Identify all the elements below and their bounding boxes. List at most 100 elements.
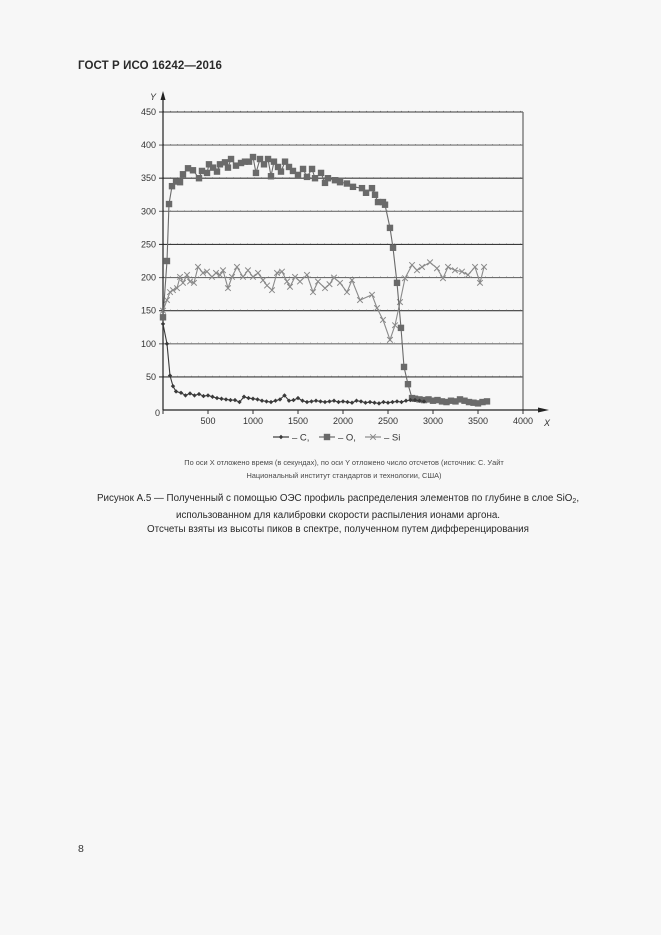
- square-marker-icon: [163, 257, 171, 265]
- x-tick-label: 500: [200, 416, 215, 426]
- square-marker-icon: [198, 167, 206, 175]
- x-marker-icon: [303, 271, 311, 279]
- y-axis-arrow-icon: [160, 91, 166, 100]
- diamond-marker-icon: [210, 394, 215, 399]
- diamond-marker-icon: [205, 393, 211, 398]
- x-marker-icon: [176, 273, 184, 281]
- document-header: ГОСТ Р ИСО 16242—2016: [78, 60, 223, 72]
- diamond-marker-icon: [421, 399, 427, 404]
- series-line: [162, 261, 485, 342]
- x-marker-icon: [326, 281, 333, 288]
- diamond-marker-icon: [304, 399, 310, 405]
- diamond-marker-icon: [363, 400, 368, 405]
- x-marker-icon: [439, 275, 447, 282]
- diamond-marker-icon: [358, 399, 364, 404]
- diamond-marker-icon: [268, 399, 274, 405]
- x-marker-icon: [183, 271, 191, 279]
- x-marker-icon: [413, 267, 421, 274]
- diamond-marker-icon: [228, 397, 233, 403]
- square-marker-icon: [221, 159, 229, 166]
- series-line: [162, 323, 425, 404]
- square-marker-icon: [176, 178, 184, 186]
- square-marker-icon: [429, 397, 437, 404]
- x-marker-icon: [343, 288, 351, 296]
- y-tick-label: 300: [141, 206, 156, 216]
- x-marker-icon: [283, 278, 291, 285]
- square-marker-icon: [264, 155, 272, 163]
- square-marker-icon: [386, 224, 394, 232]
- x-marker-icon: [330, 274, 338, 281]
- x-marker-icon: [476, 279, 484, 287]
- x-marker-icon: [458, 268, 466, 275]
- square-marker-icon: [165, 200, 173, 208]
- square-marker-icon: [241, 158, 249, 165]
- diamond-marker-icon: [170, 383, 176, 389]
- x-marker-icon: [418, 263, 426, 271]
- square-marker-icon: [184, 165, 192, 172]
- square-marker-icon: [461, 397, 468, 404]
- square-marker-icon: [237, 159, 245, 167]
- x-marker-icon: [179, 279, 187, 287]
- x-marker-icon: [190, 279, 198, 287]
- square-marker-icon: [179, 171, 187, 178]
- x-marker-icon: [369, 433, 377, 441]
- x-tick-label: 2500: [378, 416, 398, 426]
- figure-note-line-1: По оси X отложено время (в секундах), по…: [184, 458, 504, 467]
- square-marker-icon: [159, 314, 167, 321]
- x-marker-icon: [239, 273, 247, 281]
- square-marker-icon: [203, 169, 211, 177]
- diamond-marker-icon: [408, 397, 413, 403]
- chart-axes: Y X: [150, 91, 551, 428]
- y-tick-label: 250: [141, 239, 156, 249]
- y-tick-label: 50: [146, 372, 156, 382]
- x-axis-arrow-icon: [538, 407, 549, 413]
- legend-label: – Si: [384, 433, 400, 444]
- legend-label: – C,: [292, 433, 309, 444]
- y-tick-label: 400: [141, 140, 156, 150]
- x-tick-label: 3000: [423, 416, 443, 426]
- diamond-marker-icon: [309, 399, 314, 404]
- diamond-marker-icon: [403, 398, 409, 403]
- square-marker-icon: [438, 398, 446, 405]
- square-marker-icon: [358, 184, 366, 192]
- diamond-marker-icon: [259, 398, 265, 403]
- square-marker-icon: [245, 158, 253, 165]
- x-marker-icon: [286, 283, 294, 290]
- diamond-marker-icon: [412, 397, 418, 403]
- square-marker-icon: [260, 161, 268, 168]
- square-marker-icon: [172, 178, 180, 185]
- diamond-marker-icon: [313, 398, 319, 403]
- diamond-marker-icon: [345, 399, 350, 405]
- square-marker-icon: [349, 183, 357, 191]
- legend-item-O: – O,: [319, 433, 356, 444]
- diamond-marker-icon: [372, 400, 377, 405]
- diamond-marker-icon: [223, 397, 229, 402]
- diamond-marker-icon: [273, 398, 278, 403]
- x-marker-icon: [203, 268, 211, 275]
- diamond-marker-icon: [385, 400, 391, 405]
- y-tick-label: 150: [141, 306, 156, 316]
- square-marker-icon: [381, 201, 389, 208]
- x-marker-icon: [268, 286, 276, 294]
- square-marker-icon: [456, 396, 464, 403]
- series-C: [160, 321, 427, 406]
- square-marker-icon: [267, 173, 275, 180]
- x-axis-label: X: [543, 418, 551, 428]
- legend-item-Si: – Si: [365, 433, 400, 444]
- diamond-marker-icon: [201, 393, 206, 399]
- square-marker-icon: [393, 279, 401, 287]
- square-marker-icon: [256, 155, 264, 163]
- x-marker-icon: [273, 269, 281, 277]
- square-marker-icon: [232, 162, 240, 169]
- square-marker-icon: [270, 158, 278, 165]
- y-tick-label: 100: [141, 339, 156, 349]
- square-marker-icon: [299, 165, 307, 173]
- x-marker-icon: [169, 286, 177, 294]
- x-marker-icon: [259, 277, 267, 284]
- x-marker-icon: [426, 259, 434, 266]
- square-marker-icon: [294, 171, 302, 179]
- chart-legend: – C, – O, – Si: [273, 433, 400, 444]
- square-marker-icon: [227, 155, 235, 163]
- square-marker-icon: [400, 363, 408, 371]
- figure-caption: Рисунок А.5 — Полученный с помощью ОЭС п…: [70, 492, 606, 537]
